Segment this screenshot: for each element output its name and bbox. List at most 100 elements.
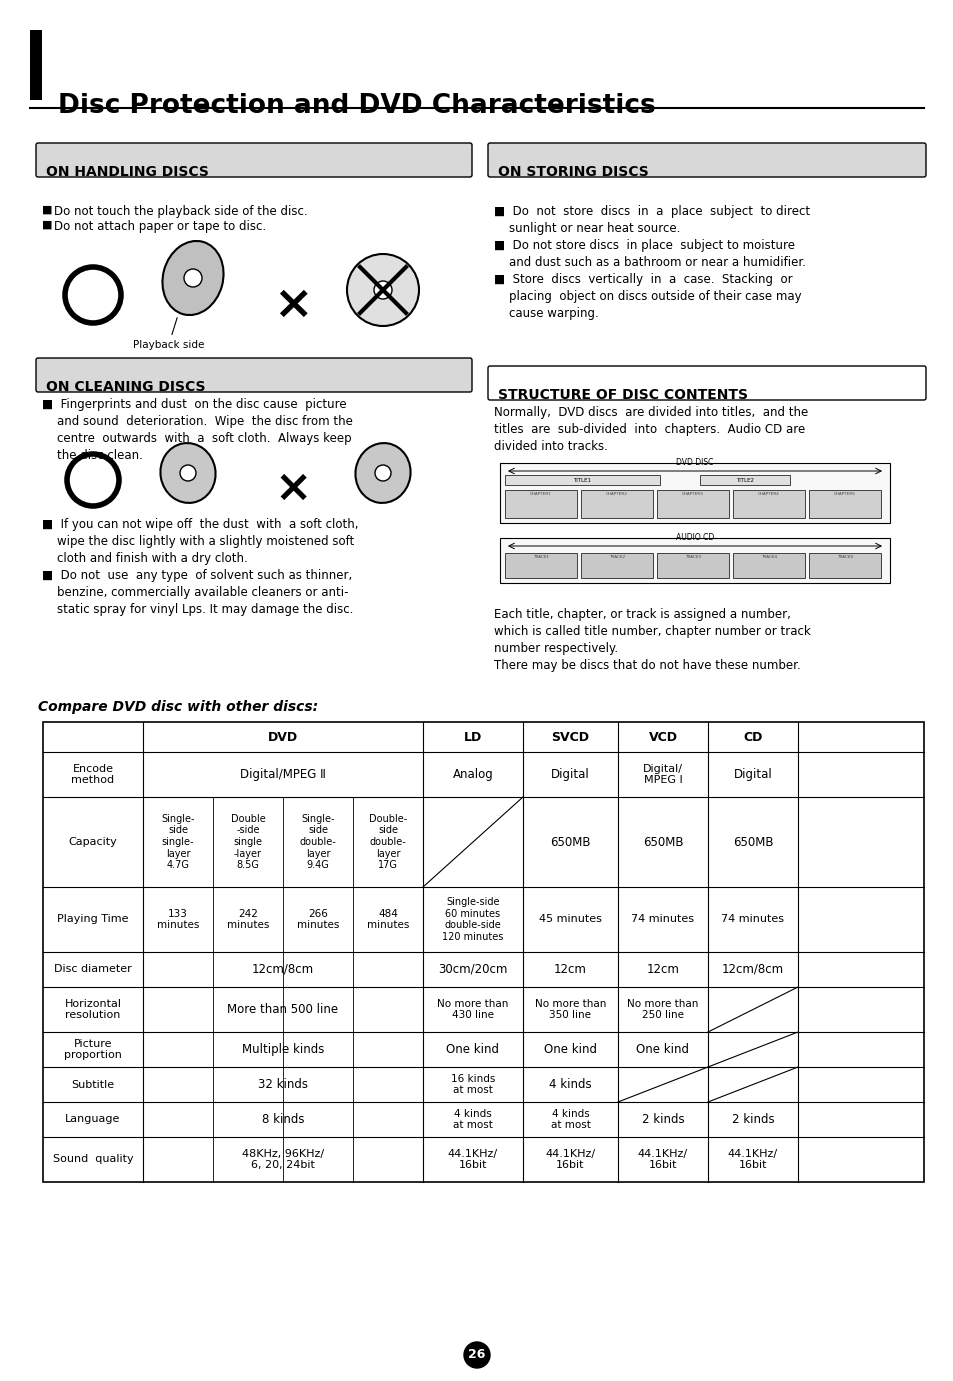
Text: 26: 26 <box>468 1348 485 1362</box>
Bar <box>657 490 728 518</box>
Text: TRACK2: TRACK2 <box>608 555 624 559</box>
Ellipse shape <box>160 443 215 503</box>
Bar <box>580 552 652 579</box>
Bar <box>504 490 577 518</box>
Bar <box>580 490 652 518</box>
Text: Language: Language <box>65 1114 121 1124</box>
Text: Analog: Analog <box>452 768 493 782</box>
Bar <box>504 552 577 579</box>
Text: Playing Time: Playing Time <box>57 914 129 924</box>
Bar <box>808 552 880 579</box>
Text: ■: ■ <box>42 204 52 215</box>
Text: 484
minutes: 484 minutes <box>366 909 409 931</box>
Text: 650MB: 650MB <box>642 836 682 848</box>
Bar <box>732 552 804 579</box>
Circle shape <box>347 254 418 326</box>
Text: Digital/
MPEG I: Digital/ MPEG I <box>642 764 682 786</box>
Text: Single-
side
double-
layer
9.4G: Single- side double- layer 9.4G <box>299 813 336 870</box>
Text: TRACK4: TRACK4 <box>760 555 776 559</box>
Bar <box>657 552 728 579</box>
Text: 45 minutes: 45 minutes <box>538 914 601 924</box>
Text: Sound  quality: Sound quality <box>52 1155 133 1164</box>
Bar <box>43 722 923 753</box>
Text: STRUCTURE OF DISC CONTENTS: STRUCTURE OF DISC CONTENTS <box>497 388 747 402</box>
Text: DVD DISC: DVD DISC <box>676 458 713 467</box>
Text: CHAPTER2: CHAPTER2 <box>605 492 627 496</box>
Text: TRACK1: TRACK1 <box>533 555 548 559</box>
Text: 4 kinds
at most: 4 kinds at most <box>550 1109 590 1130</box>
Text: Normally,  DVD discs  are divided into titles,  and the
titles  are  sub-divided: Normally, DVD discs are divided into tit… <box>494 406 807 453</box>
Text: ■  If you can not wipe off  the dust  with  a soft cloth,
    wipe the disc ligh: ■ If you can not wipe off the dust with … <box>42 518 358 616</box>
Text: Double
-side
single
-layer
8.5G: Double -side single -layer 8.5G <box>231 813 265 870</box>
Text: More than 500 line: More than 500 line <box>227 1003 338 1016</box>
Text: 2 kinds: 2 kinds <box>731 1113 774 1126</box>
Text: No more than
430 line: No more than 430 line <box>436 998 508 1021</box>
Text: 133
minutes: 133 minutes <box>156 909 199 931</box>
Text: Digital: Digital <box>551 768 589 782</box>
Text: 44.1KHz/
16bit: 44.1KHz/ 16bit <box>448 1149 497 1170</box>
Text: Subtitle: Subtitle <box>71 1080 114 1090</box>
Text: 74 minutes: 74 minutes <box>720 914 783 924</box>
Text: LD: LD <box>463 731 481 743</box>
Text: Do not attach paper or tape to disc.: Do not attach paper or tape to disc. <box>54 220 266 233</box>
Text: One kind: One kind <box>543 1043 597 1056</box>
Text: 12cm: 12cm <box>646 963 679 976</box>
Text: ■  Fingerprints and dust  on the disc cause  picture
    and sound  deterioratio: ■ Fingerprints and dust on the disc caus… <box>42 398 353 463</box>
Text: TRACK3: TRACK3 <box>684 555 700 559</box>
Text: ×: × <box>274 467 312 510</box>
FancyBboxPatch shape <box>36 144 472 177</box>
Text: 32 kinds: 32 kinds <box>257 1079 308 1091</box>
Text: 242
minutes: 242 minutes <box>227 909 269 931</box>
FancyBboxPatch shape <box>36 358 472 392</box>
Text: ON STORING DISCS: ON STORING DISCS <box>497 164 648 180</box>
Text: No more than
350 line: No more than 350 line <box>535 998 605 1021</box>
Text: 44.1KHz/
16bit: 44.1KHz/ 16bit <box>638 1149 687 1170</box>
Bar <box>504 475 659 485</box>
FancyBboxPatch shape <box>488 366 925 400</box>
Text: AUDIO CD: AUDIO CD <box>675 533 714 541</box>
Bar <box>30 30 42 99</box>
Text: ×: × <box>273 283 313 327</box>
Ellipse shape <box>162 240 223 315</box>
Bar <box>732 490 804 518</box>
Text: 12cm: 12cm <box>554 963 586 976</box>
Text: 12cm/8cm: 12cm/8cm <box>252 963 314 976</box>
Circle shape <box>375 465 391 481</box>
Bar <box>499 463 889 523</box>
Text: 266
minutes: 266 minutes <box>296 909 339 931</box>
Text: ■: ■ <box>42 220 52 231</box>
Text: One kind: One kind <box>636 1043 689 1056</box>
Text: 30cm/20cm: 30cm/20cm <box>437 963 507 976</box>
Text: DVD: DVD <box>268 731 297 743</box>
Text: Digital: Digital <box>733 768 772 782</box>
Text: 44.1KHz/
16bit: 44.1KHz/ 16bit <box>545 1149 595 1170</box>
Text: CHAPTER3: CHAPTER3 <box>681 492 703 496</box>
Text: Horizontal
resolution: Horizontal resolution <box>65 998 121 1021</box>
Text: TRACK5: TRACK5 <box>836 555 852 559</box>
Text: Multiple kinds: Multiple kinds <box>241 1043 324 1056</box>
Text: ■  Do  not  store  discs  in  a  place  subject  to direct
    sunlight or near : ■ Do not store discs in a place subject … <box>494 204 809 320</box>
Text: CHAPTER5: CHAPTER5 <box>833 492 855 496</box>
FancyBboxPatch shape <box>488 144 925 177</box>
Text: 2 kinds: 2 kinds <box>641 1113 683 1126</box>
Circle shape <box>180 465 195 481</box>
Text: 12cm/8cm: 12cm/8cm <box>721 963 783 976</box>
Text: 650MB: 650MB <box>550 836 590 848</box>
Text: 4 kinds: 4 kinds <box>549 1079 591 1091</box>
Text: Digital/MPEG Ⅱ: Digital/MPEG Ⅱ <box>240 768 326 782</box>
Text: 74 minutes: 74 minutes <box>631 914 694 924</box>
Text: Each title, chapter, or track is assigned a number,
which is called title number: Each title, chapter, or track is assigne… <box>494 608 810 673</box>
Circle shape <box>463 1342 490 1369</box>
Text: Single-side
60 minutes
double-side
120 minutes: Single-side 60 minutes double-side 120 m… <box>442 898 503 942</box>
Text: CHAPTER1: CHAPTER1 <box>530 492 551 496</box>
Circle shape <box>184 269 202 287</box>
Text: Do not touch the playback side of the disc.: Do not touch the playback side of the di… <box>54 204 307 218</box>
Text: ON HANDLING DISCS: ON HANDLING DISCS <box>46 164 209 180</box>
Text: No more than
250 line: No more than 250 line <box>627 998 698 1021</box>
Bar <box>499 539 889 583</box>
Bar <box>808 490 880 518</box>
Text: Disc Protection and DVD Characteristics: Disc Protection and DVD Characteristics <box>58 93 655 119</box>
Bar <box>700 475 789 485</box>
Text: 8 kinds: 8 kinds <box>261 1113 304 1126</box>
Text: 16 kinds
at most: 16 kinds at most <box>451 1073 495 1095</box>
